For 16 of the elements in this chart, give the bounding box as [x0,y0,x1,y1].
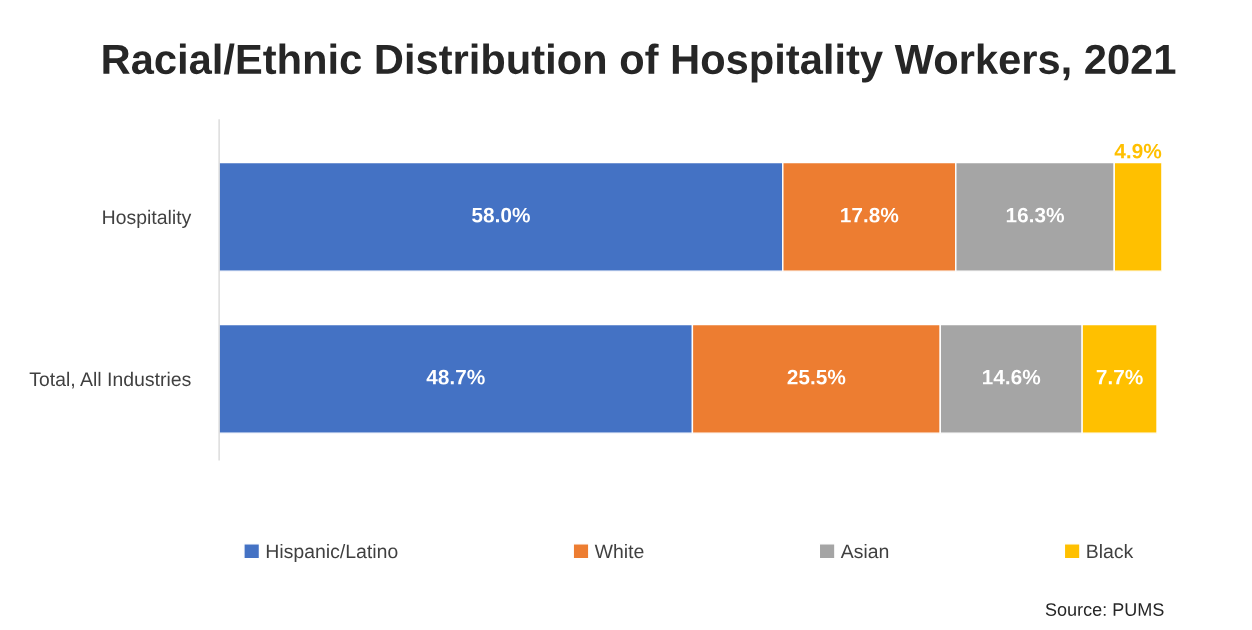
legend-label: Asian [840,543,889,559]
data-label: 4.9% [1114,143,1162,159]
legend-label: White [594,543,644,559]
data-label: 58.0% [472,207,530,223]
source-note: Source: PUMS [1045,603,1164,616]
data-label: 7.7% [1096,369,1143,385]
data-label: 16.3% [1006,207,1065,223]
y-tick-label: Hospitality [103,209,192,228]
data-label: 14.6% [982,369,1041,385]
legend-label: Hispanic/Latino [266,543,398,563]
data-label: 25.5% [787,369,846,385]
y-tick-label: Total, All Industries [29,371,191,389]
legend-label: Black [1087,543,1134,559]
data-label: 17.8% [841,207,899,223]
chart-title: Racial/Ethnic Distribution of Hospitality Workers, 2021 [103,43,1176,83]
data-label: 48.7% [426,369,485,385]
